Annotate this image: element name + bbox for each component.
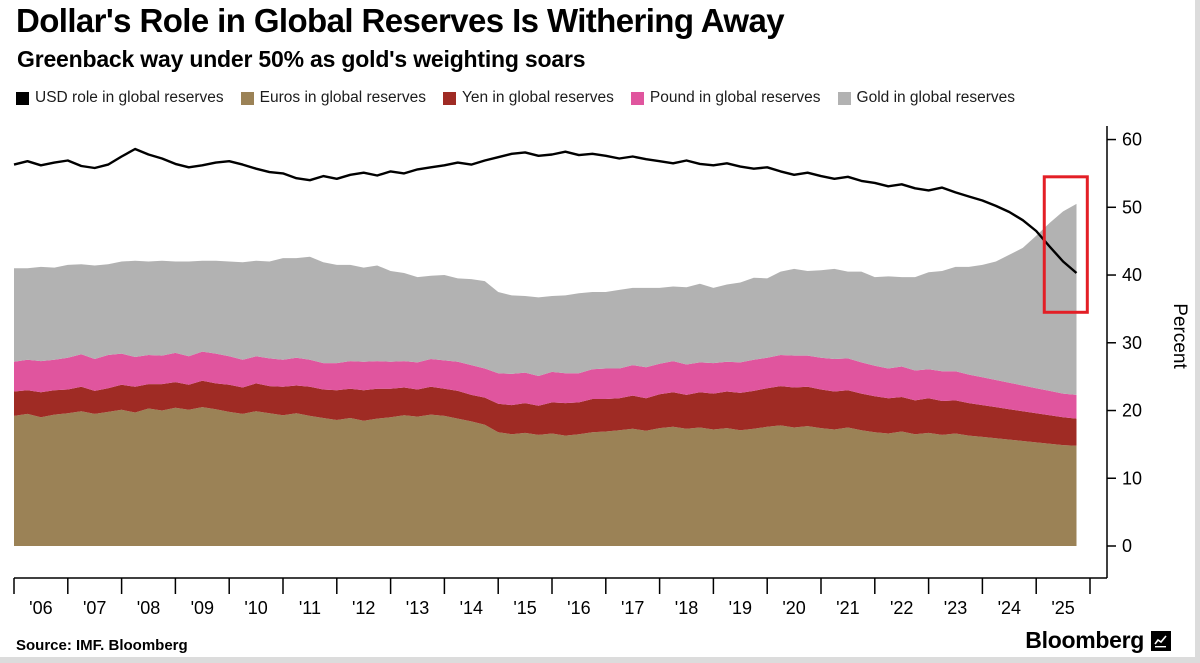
x-tick-label: '19 — [729, 598, 752, 618]
x-tick-label: '15 — [513, 598, 536, 618]
x-tick-label: '21 — [836, 598, 859, 618]
legend-item-yen: Yen in global reserves — [442, 89, 614, 107]
x-tick-label: '23 — [944, 598, 967, 618]
legend: USD role in global reserves Euros in glo… — [16, 89, 1015, 107]
yen-legend-swatch — [442, 91, 456, 105]
legend-item-pound: Pound in global reserves — [630, 89, 821, 107]
x-tick-label: '06 — [29, 598, 52, 618]
y-tick-label: 60 — [1122, 130, 1142, 150]
y-tick-label: 30 — [1122, 333, 1142, 353]
legend-item-label: Yen in global reserves — [461, 89, 614, 106]
euros-legend-swatch — [240, 91, 254, 105]
chart-canvas: 0 10 20 30 40 50 60 Percent '06 '07 '08 '09 '10 '11 '1… — [13, 126, 1190, 618]
x-tick-label: '18 — [675, 598, 698, 618]
y-axis-title: Percent — [1169, 303, 1190, 369]
bloomberg-logo: Bloomberg — [1025, 627, 1171, 654]
legend-item-euros: Euros in global reserves — [240, 89, 426, 107]
legend-item-gold: Gold in global reserves — [837, 89, 1016, 107]
usd-line — [13, 147, 1078, 274]
area-yen — [14, 380, 1077, 446]
legend-item-usd: USD role in global reserves — [16, 89, 224, 107]
x-tick-label: '16 — [567, 598, 590, 618]
bloomberg-wordmark: Bloomberg — [1025, 627, 1144, 653]
y-tick-label: 40 — [1122, 265, 1142, 285]
x-tick-label: '14 — [460, 598, 483, 618]
x-tick-label: '12 — [352, 598, 375, 618]
legend-item-label: USD role in global reserves — [35, 89, 224, 106]
x-tick-label: '24 — [998, 598, 1021, 618]
legend-item-label: Euros in global reserves — [259, 89, 426, 106]
pound-legend-swatch — [630, 91, 644, 105]
area-gold — [14, 203, 1077, 395]
x-tick-label: '22 — [890, 598, 913, 618]
area-pound — [14, 351, 1077, 419]
gold-legend-swatch — [837, 91, 851, 105]
legend-item-label: Gold in global reserves — [856, 89, 1016, 106]
area-euros — [14, 407, 1077, 546]
x-tick-label: '17 — [621, 598, 644, 618]
x-tick-label: '08 — [137, 598, 160, 618]
x-tick-label: '13 — [406, 598, 429, 618]
chart-title: Dollar's Role in Global Reserves Is With… — [16, 2, 785, 39]
chart-subtitle: Greenback way under 50% as gold's weight… — [17, 46, 586, 72]
y-tick-label: 50 — [1122, 197, 1142, 217]
x-tick-label: '20 — [782, 598, 805, 618]
y-tick-label: 10 — [1122, 468, 1142, 488]
highlight-box — [1042, 175, 1089, 314]
bloomberg-logo-icon — [1151, 630, 1171, 651]
y-tick-label: 20 — [1122, 401, 1142, 421]
source-note: Source: IMF. Bloomberg — [16, 637, 188, 654]
x-tick-label: '09 — [191, 598, 214, 618]
usd-legend-swatch — [16, 91, 29, 105]
x-tick-label: '07 — [83, 598, 106, 618]
x-tick-label: '11 — [299, 598, 321, 618]
x-tick-label: '10 — [244, 598, 267, 618]
legend-item-label: Pound in global reserves — [649, 89, 821, 106]
x-tick-label: '25 — [1051, 598, 1074, 618]
y-tick-label: 0 — [1122, 536, 1132, 556]
